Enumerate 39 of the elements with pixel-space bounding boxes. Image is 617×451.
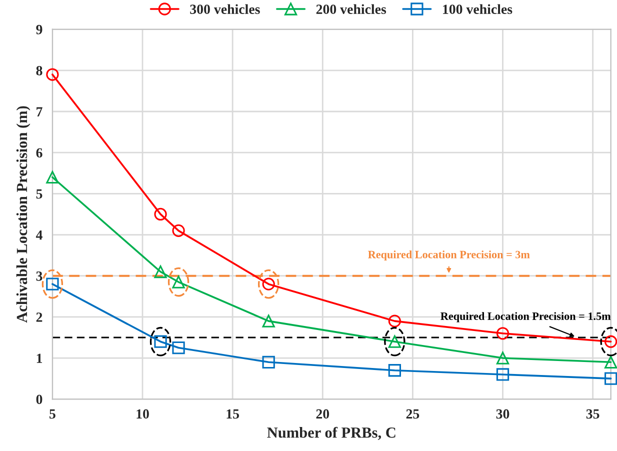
y-tick-label: 0: [36, 394, 42, 404]
legend-label: 300 vehicles: [190, 4, 260, 14]
y-tick-label: 6: [36, 148, 42, 158]
y-axis-title: Achivable Location Precision (m): [16, 106, 30, 323]
x-tick-label: 35: [586, 409, 600, 419]
x-tick-label: 25: [406, 409, 420, 419]
point: [172, 224, 185, 237]
ref-line-label: Required Location Precision = 1.5m: [440, 312, 611, 322]
point: [604, 356, 617, 368]
point: [154, 265, 167, 278]
y-tick-label: 8: [36, 66, 42, 76]
y-tick-label: 1: [36, 354, 42, 363]
point: [172, 341, 185, 354]
point: [496, 327, 510, 340]
y-tick-label: 3: [36, 271, 42, 281]
x-tick-label: 5: [50, 409, 56, 419]
y-tick-label: 9: [36, 24, 42, 34]
point: [496, 352, 510, 364]
ref-line-label: Required Location Precision = 3m: [368, 250, 530, 261]
point: [262, 356, 275, 368]
x-tick-label: 20: [316, 409, 330, 419]
point: [46, 170, 59, 184]
x-tick-label: 15: [226, 409, 240, 419]
point: [262, 314, 275, 328]
x-tick-label: 30: [496, 409, 510, 419]
legend-label: 200 vehicles: [316, 4, 386, 14]
point: [388, 314, 401, 328]
x-axis-title: Number of PRBs, C: [267, 426, 396, 440]
y-tick-label: 5: [36, 189, 42, 199]
x-tick-label: 10: [136, 409, 149, 419]
y-tick-label: 7: [36, 107, 42, 116]
point: [46, 68, 59, 81]
y-tick-label: 4: [36, 230, 42, 240]
point: [154, 208, 167, 221]
y-tick-label: 2: [36, 312, 42, 322]
point: [604, 372, 617, 385]
point: [496, 368, 510, 381]
legend-label: 100 vehicles: [443, 4, 512, 14]
point: [388, 364, 401, 377]
